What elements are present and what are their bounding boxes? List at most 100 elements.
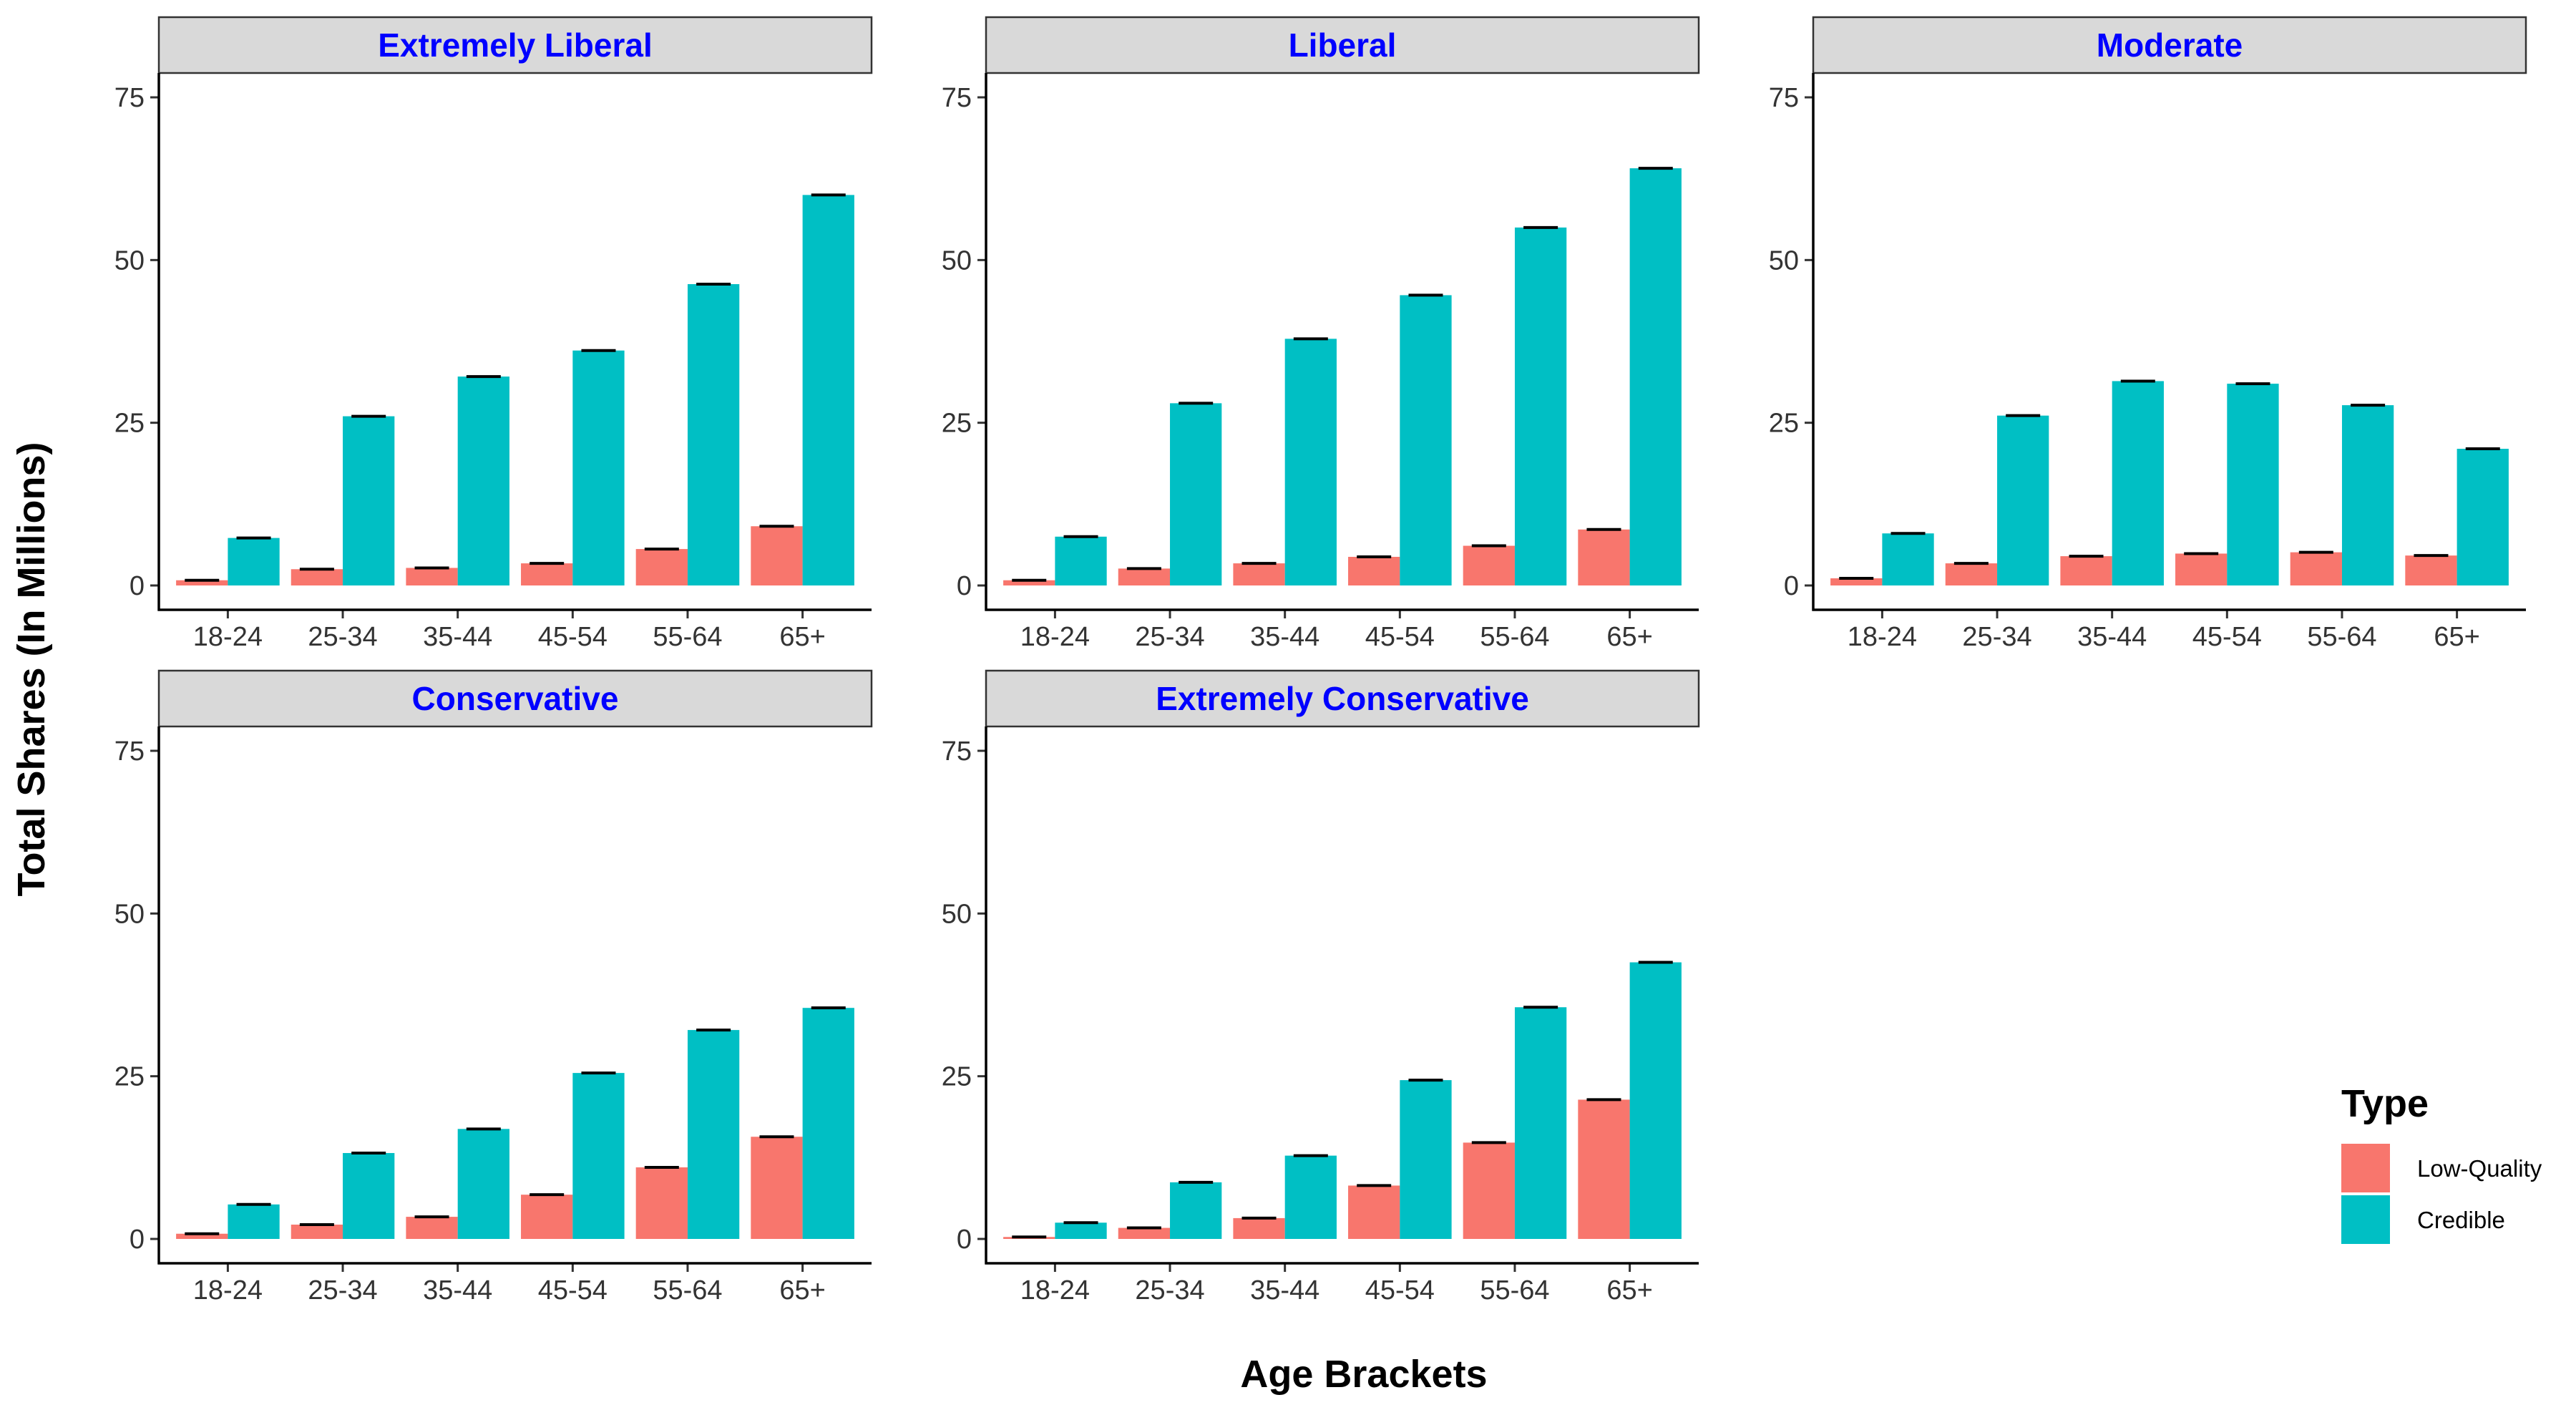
bar [2112,381,2164,585]
legend-key [2341,1195,2390,1244]
y-tick-label: 0 [957,571,972,601]
y-tick-label: 50 [1769,245,1799,276]
bar [1003,580,1055,585]
bar [1170,403,1222,585]
x-tick-label: 25-34 [1962,622,2031,652]
bar [1055,536,1107,585]
bar [291,569,343,585]
bar [1170,1182,1222,1239]
x-tick-label: 45-54 [2192,622,2262,652]
legend: Type Low-Quality Credible [2341,1082,2542,1244]
y-tick-label: 25 [942,1062,972,1092]
bar [2457,449,2509,585]
bar [1514,227,1567,585]
y-tick-label: 25 [114,409,145,439]
bar [406,568,458,585]
bar [228,1204,280,1239]
x-tick-label: 65+ [779,622,825,652]
x-tick-label: 18-24 [193,622,263,652]
x-tick-label: 55-64 [1480,622,1549,652]
bar [572,350,625,585]
bar [1284,339,1337,585]
bar [457,376,509,585]
facet-panel: Conservative 0 25 50 75 18-24 25-34 35-44 45-54 5… [114,669,873,1306]
facet-strip [157,16,873,74]
bar [1830,578,1883,585]
legend-title: Type [2341,1082,2429,1125]
x-tick-label: 55-64 [653,622,722,652]
bar [802,1008,854,1239]
x-tick-label: 25-34 [308,1275,377,1306]
legend-label: Credible [2417,1207,2505,1233]
facet-title: Moderate [2097,26,2243,64]
facet-strip [157,669,873,728]
bar [1348,1185,1400,1239]
y-tick-label: 25 [114,1062,145,1092]
bar [291,1224,343,1239]
bar [406,1217,458,1239]
x-tick-label: 18-24 [1020,1275,1090,1306]
facet-title: Extremely Conservative [1156,680,1529,717]
bar [1629,168,1682,586]
legend-key [2341,1144,2390,1192]
x-tick-label: 18-24 [1848,622,1917,652]
x-tick-label: 25-34 [1135,622,1204,652]
x-tick-label: 18-24 [193,1275,263,1306]
bar [2227,384,2279,585]
bar [1578,1099,1630,1239]
y-tick-label: 50 [942,245,972,276]
x-tick-label: 65+ [779,1275,825,1306]
x-tick-label: 18-24 [1020,622,1090,652]
bar [635,1167,688,1239]
bar [343,1152,395,1239]
bar [521,563,573,585]
bar [1055,1222,1107,1239]
bar [751,526,803,585]
bar [1400,295,1452,585]
x-tick-label: 55-64 [1480,1275,1549,1306]
facet-panel: Moderate 0 25 50 75 18-24 25-34 35-44 45-54 55-64… [1769,16,2527,652]
bar [635,549,688,585]
bar [2060,556,2112,585]
facet-title: Conservative [412,680,619,717]
x-tick-label: 45-54 [538,1275,608,1306]
bar [1629,962,1682,1239]
bar [1118,1227,1171,1239]
x-tick-label: 45-54 [538,622,608,652]
x-tick-label: 45-54 [1365,1275,1435,1306]
bar [1463,1142,1515,1239]
y-tick-label: 75 [114,83,145,113]
bar [1463,545,1515,585]
bar [687,1030,740,1239]
y-tick-label: 75 [942,736,972,767]
facet-strip [1812,16,2527,74]
facet-panel: Extremely Liberal 0 25 50 75 18-24 25-34 35-44 4… [114,16,873,652]
bar [1514,1007,1567,1239]
x-tick-label: 65+ [1606,622,1652,652]
y-tick-label: 25 [942,409,972,439]
x-tick-label: 65+ [2434,622,2479,652]
bar [1882,533,1934,585]
x-tick-label: 35-44 [1250,1275,1319,1306]
bar [228,538,280,585]
bar [1578,529,1630,585]
bar [1945,563,1998,585]
bar [2341,405,2394,585]
bar [176,580,228,585]
bar [802,195,854,585]
y-tick-label: 0 [130,571,145,601]
y-tick-label: 50 [114,245,145,276]
bar [1233,1217,1285,1239]
y-tick-label: 50 [114,899,145,929]
facet-panel: Liberal 0 25 50 75 18-24 25-34 35-44 45-54 55-64 6… [942,16,1700,652]
y-tick-label: 0 [957,1225,972,1255]
x-tick-label: 65+ [1606,1275,1652,1306]
bar [572,1073,625,1239]
bar [1997,415,2049,585]
x-axis-title: Age Brackets [1240,1353,1487,1396]
facet-strip [985,669,1700,728]
bar [1400,1080,1452,1239]
facet-title: Extremely Liberal [378,26,653,64]
bar [1348,556,1400,585]
